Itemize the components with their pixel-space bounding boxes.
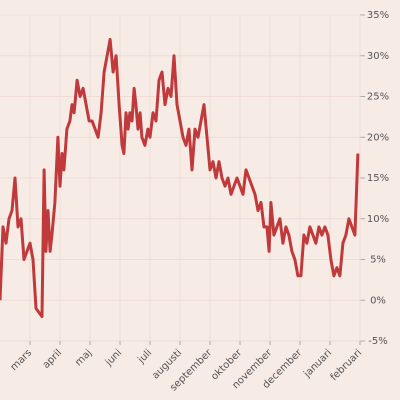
line [0, 37, 360, 319]
y-tick-label: 10% [367, 214, 389, 225]
x-tick-label: juni [103, 347, 124, 368]
x-tick-label: februari [329, 347, 365, 383]
y-tick-label: 25% [367, 92, 389, 103]
y-tick-label: 35% [367, 10, 389, 21]
y-tick-label: 20% [367, 132, 389, 143]
y-tick-label: -5% [368, 336, 387, 347]
y-tick-label: 5% [370, 255, 386, 266]
x-tick-label: juli [135, 347, 154, 366]
x-tick-label: maj [73, 347, 94, 368]
x-tick-label: mars [9, 347, 35, 373]
y-tick-label: 15% [367, 173, 389, 184]
y-tick-label: 0% [370, 295, 386, 306]
x-tick-label: april [41, 347, 64, 370]
y-tick-label: 30% [367, 51, 389, 62]
